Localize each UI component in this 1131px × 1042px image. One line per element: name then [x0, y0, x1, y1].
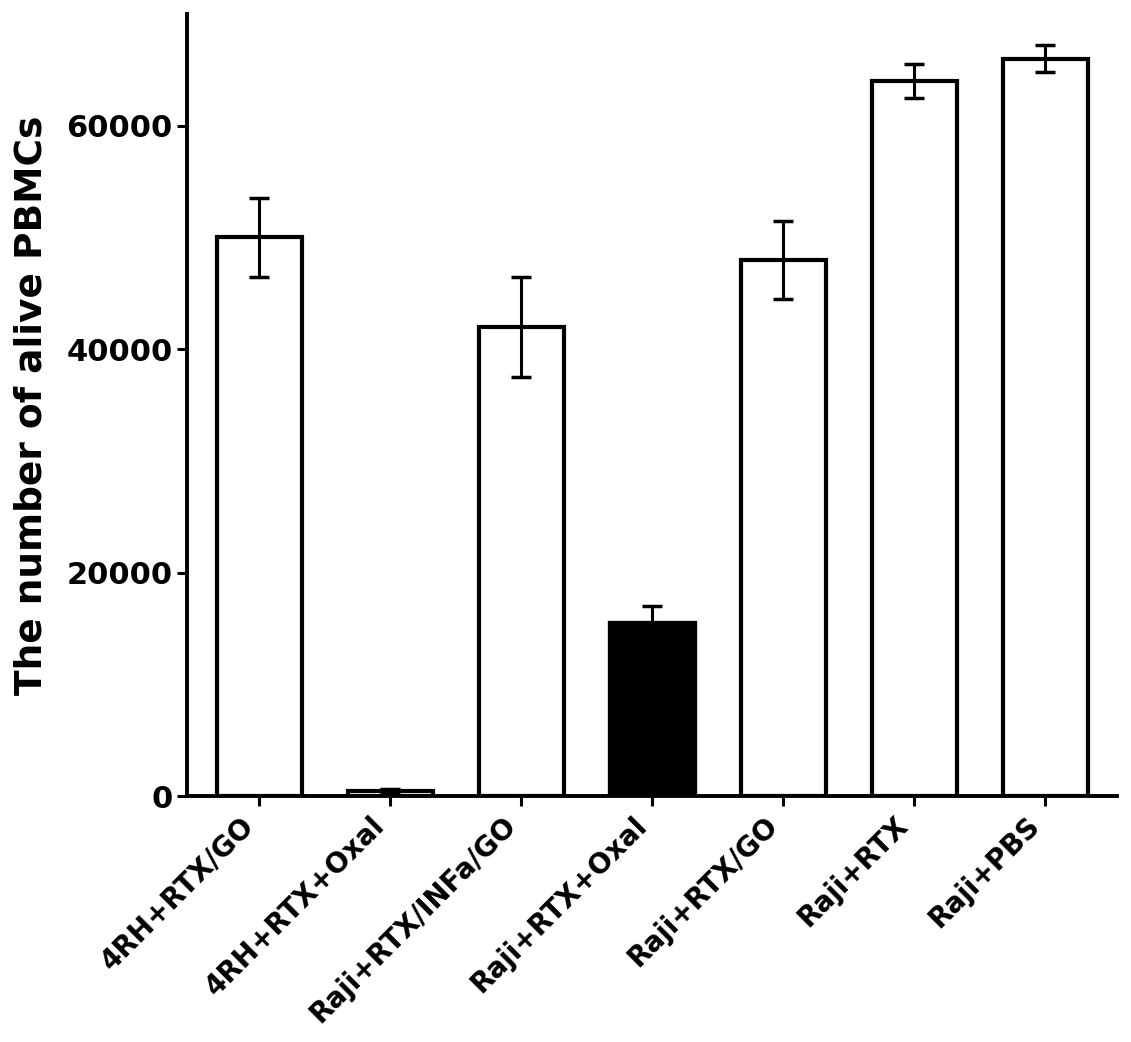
Bar [872, 81, 957, 796]
Bar [478, 327, 564, 796]
Bar [741, 259, 826, 796]
Bar [217, 238, 302, 796]
Y-axis label: The number of alive PBMCs: The number of alive PBMCs [14, 116, 50, 695]
Bar [348, 791, 433, 796]
Bar [610, 623, 694, 796]
Bar [610, 623, 694, 796]
Bar [1002, 58, 1088, 796]
